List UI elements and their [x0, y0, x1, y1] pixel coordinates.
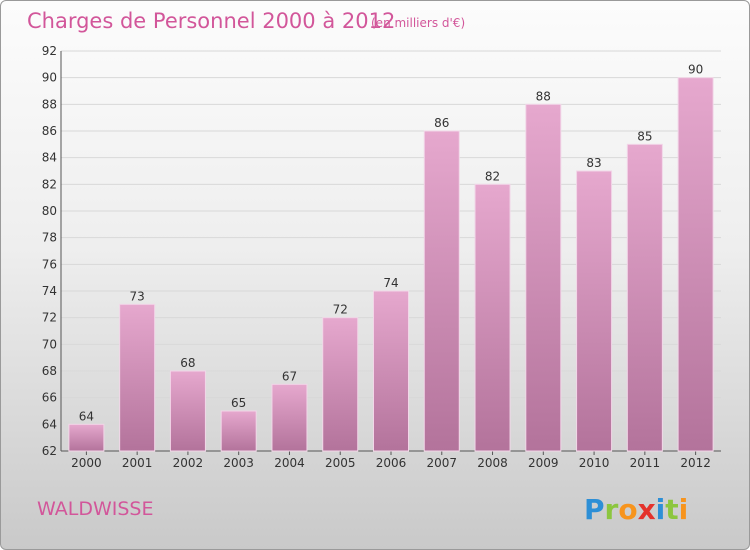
bar: [626, 143, 663, 452]
y-tick-label: 74: [42, 284, 57, 298]
y-tick-label: 72: [42, 311, 57, 325]
data-label: 83: [586, 156, 601, 170]
data-label: 88: [536, 89, 551, 103]
chart-title: Charges de Personnel 2000 à 2012: [27, 9, 395, 33]
data-label: 85: [637, 129, 652, 143]
data-labels: 64 73 68 65 67 72 74 86 82 88 83 85 90: [79, 63, 704, 424]
y-tick-label: 82: [42, 177, 57, 191]
bar: [271, 383, 308, 452]
logo-letter: t: [665, 493, 678, 526]
bar: [525, 103, 562, 452]
y-tick-label: 86: [42, 124, 57, 138]
proxiti-logo: Proxiti: [584, 493, 688, 526]
y-tick-label: 66: [42, 391, 57, 405]
x-tick-label: 2009: [528, 456, 559, 470]
data-label: 72: [333, 303, 348, 317]
x-tick-label: 2012: [680, 456, 711, 470]
x-tick-label: 2006: [376, 456, 407, 470]
data-label: 82: [485, 169, 500, 183]
y-tick-label: 68: [42, 364, 57, 378]
data-label: 73: [130, 289, 145, 303]
data-label: 86: [434, 116, 449, 130]
bar: [68, 423, 105, 452]
y-tick-label: 76: [42, 257, 57, 271]
data-label: 90: [688, 63, 703, 77]
logo-letter: i: [656, 493, 666, 526]
y-tick-label: 84: [42, 151, 57, 165]
bars: [68, 77, 714, 452]
data-label: 68: [180, 356, 195, 370]
bar: [373, 290, 409, 452]
y-tick-label: 64: [42, 417, 57, 431]
y-tick-label: 62: [42, 444, 57, 458]
y-tick-label: 70: [42, 337, 57, 351]
data-label: 65: [231, 396, 246, 410]
x-tick-label: 2005: [325, 456, 356, 470]
data-label: 64: [79, 409, 94, 423]
chart-subtitle: (en milliers d'€): [371, 16, 465, 30]
logo-letter: o: [618, 493, 637, 526]
data-label: 74: [383, 276, 398, 290]
x-tick-label: 2003: [223, 456, 254, 470]
y-tick-label: 78: [42, 231, 57, 245]
bar: [677, 77, 714, 452]
x-tick-label: 2000: [71, 456, 102, 470]
place-name: WALDWISSE: [37, 498, 153, 520]
logo-letter: x: [638, 493, 656, 526]
x-tick-label: 2008: [477, 456, 508, 470]
bar: [576, 170, 613, 452]
bar: [220, 410, 257, 452]
data-label: 67: [282, 369, 297, 383]
x-tick-label: 2002: [173, 456, 204, 470]
bar: [169, 370, 206, 452]
y-tick-label: 80: [42, 204, 57, 218]
bar: [474, 183, 511, 452]
x-tick-label: 2001: [122, 456, 153, 470]
x-tick-label: 2004: [274, 456, 305, 470]
y-tick-label: 90: [42, 71, 57, 85]
axes: 62 64 66 68 70 72 74 76 78 80 82 84 86 88 90 92 2000 2001…: [42, 44, 721, 470]
logo-letter: r: [605, 493, 619, 526]
logo-letter: P: [584, 493, 605, 526]
y-tick-label: 88: [42, 97, 57, 111]
y-tick-label: 92: [42, 44, 57, 58]
x-tick-label: 2007: [426, 456, 457, 470]
x-tick-label: 2010: [579, 456, 610, 470]
logo-letter: i: [679, 493, 689, 526]
bar: [119, 303, 156, 452]
bar: [423, 130, 460, 452]
bar: [322, 317, 359, 452]
x-tick-label: 2011: [630, 456, 661, 470]
